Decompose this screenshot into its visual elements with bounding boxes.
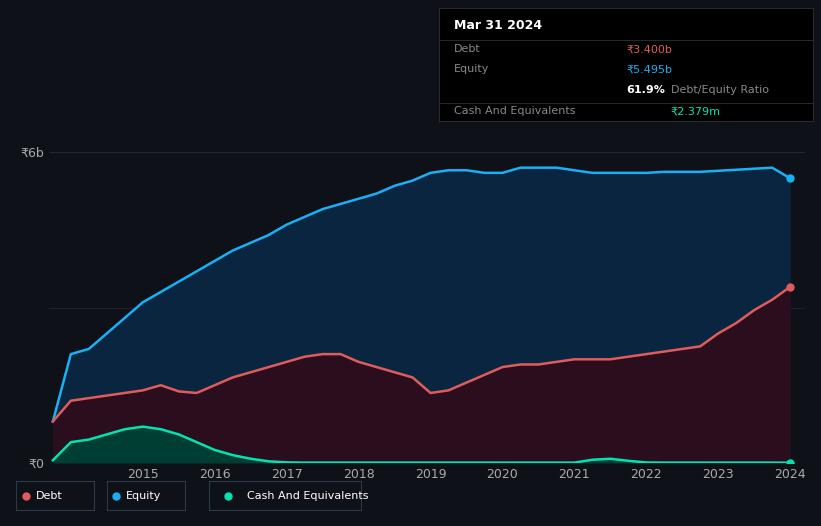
Text: Cash And Equivalents: Cash And Equivalents bbox=[454, 106, 576, 116]
Text: Mar 31 2024: Mar 31 2024 bbox=[454, 19, 543, 32]
Text: Equity: Equity bbox=[126, 491, 162, 501]
Text: Cash And Equivalents: Cash And Equivalents bbox=[247, 491, 369, 501]
Text: Debt: Debt bbox=[454, 44, 481, 54]
Text: ₹3.400b: ₹3.400b bbox=[626, 44, 672, 54]
Text: ₹2.379m: ₹2.379m bbox=[671, 106, 721, 116]
Text: ₹5.495b: ₹5.495b bbox=[626, 65, 672, 75]
Point bbox=[783, 459, 796, 467]
Text: Debt: Debt bbox=[36, 491, 62, 501]
Text: 61.9%: 61.9% bbox=[626, 85, 665, 95]
Text: Equity: Equity bbox=[454, 65, 489, 75]
Text: Debt/Equity Ratio: Debt/Equity Ratio bbox=[671, 85, 768, 95]
Point bbox=[783, 282, 796, 291]
Point bbox=[783, 174, 796, 183]
